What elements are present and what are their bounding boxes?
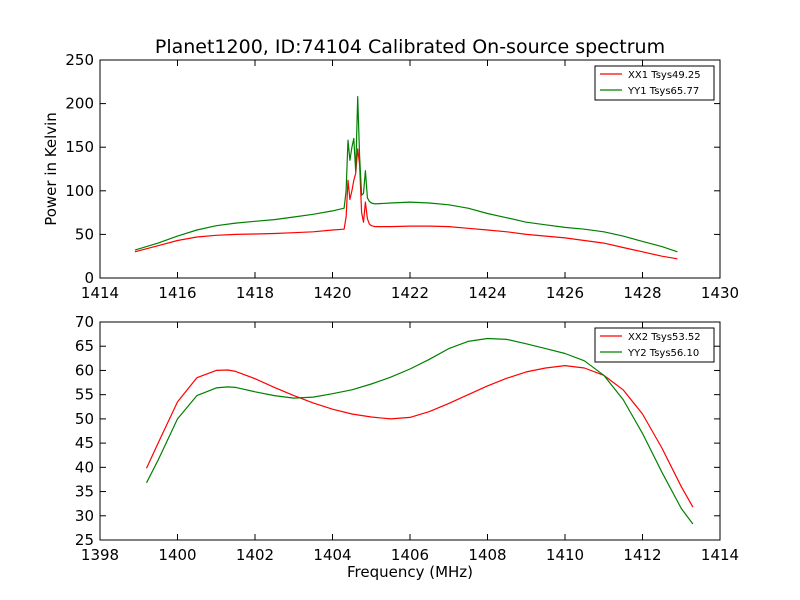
top-x-tick-label: 1428 [623, 284, 661, 302]
bottom-legend: XX2 Tsys53.52 YY2 Tsys56.10 [594, 327, 715, 363]
top-legend-label-yy1: YY1 Tsys65.77 [627, 86, 699, 97]
top-series-line-yy [134, 95, 678, 253]
top-series-line-xx [134, 148, 678, 260]
top-y-tick-label: 100 [65, 182, 94, 200]
bottom-x-tick-label: 1406 [391, 546, 429, 564]
top-x-tick-label: 1430 [701, 284, 739, 302]
bottom-y-tick-label: 45 [75, 434, 94, 452]
bottom-y-tick-label: 70 [75, 313, 94, 331]
bottom-legend-label-yy2: YY2 Tsys56.10 [627, 348, 699, 359]
top-x-tick-label: 1422 [391, 284, 429, 302]
bottom-legend-box [594, 327, 715, 363]
top-x-tick-label: 1420 [313, 284, 351, 302]
top-y-axis-label: Power in Kelvin [42, 112, 60, 226]
bottom-x-tick-label: 1410 [546, 546, 584, 564]
bottom-y-tick-label: 30 [75, 507, 94, 525]
top-legend-label-xx1: XX1 Tsys49.25 [628, 70, 701, 81]
bottom-x-tick-label: 1412 [623, 546, 661, 564]
top-y-tick-label: 50 [75, 225, 94, 243]
bottom-y-tick-label: 40 [75, 458, 94, 476]
bottom-x-axis-label: Frequency (MHz) [347, 563, 473, 581]
top-x-tick-label: 1424 [468, 284, 506, 302]
bottom-y-tick-label: 25 [75, 531, 94, 549]
bottom-y-tick-label: 65 [75, 337, 94, 355]
chart-title: Planet1200, ID:74104 Calibrated On-sourc… [155, 36, 665, 58]
top-y-tick-label: 150 [65, 138, 94, 156]
top-y-tick-label: 0 [84, 269, 94, 287]
bottom-y-tick-label: 35 [75, 483, 94, 501]
top-y-tick-label: 250 [65, 51, 94, 69]
bottom-x-tick-label: 1414 [701, 546, 739, 564]
top-chart: 1414 1416 1418 1420 1422 1424 1426 1428 1430 0 50 1… [42, 51, 739, 302]
bottom-series-line-yy [145, 337, 694, 525]
bottom-y-tick-label: 60 [75, 361, 94, 379]
bottom-chart: 1398 1400 1402 1404 1406 1408 1410 1412 1414 25 30… [75, 313, 739, 581]
top-legend-box [594, 65, 715, 101]
top-legend: XX1 Tsys49.25 YY1 Tsys65.77 [594, 65, 715, 101]
top-x-tick-label: 1418 [236, 284, 274, 302]
top-x-tick-label: 1414 [81, 284, 119, 302]
bottom-x-tick-label: 1408 [468, 546, 506, 564]
bottom-y-tick-label: 55 [75, 386, 94, 404]
bottom-x-tick-label: 1398 [81, 546, 119, 564]
top-x-tick-label: 1426 [546, 284, 584, 302]
bottom-x-tick-label: 1404 [313, 546, 351, 564]
top-y-tick-label: 200 [65, 95, 94, 113]
bottom-y-tick-label: 50 [75, 410, 94, 428]
bottom-x-tick-label: 1400 [158, 546, 196, 564]
bottom-legend-label-xx2: XX2 Tsys53.52 [628, 332, 701, 343]
top-x-tick-label: 1416 [158, 284, 196, 302]
bottom-x-tick-label: 1402 [236, 546, 274, 564]
